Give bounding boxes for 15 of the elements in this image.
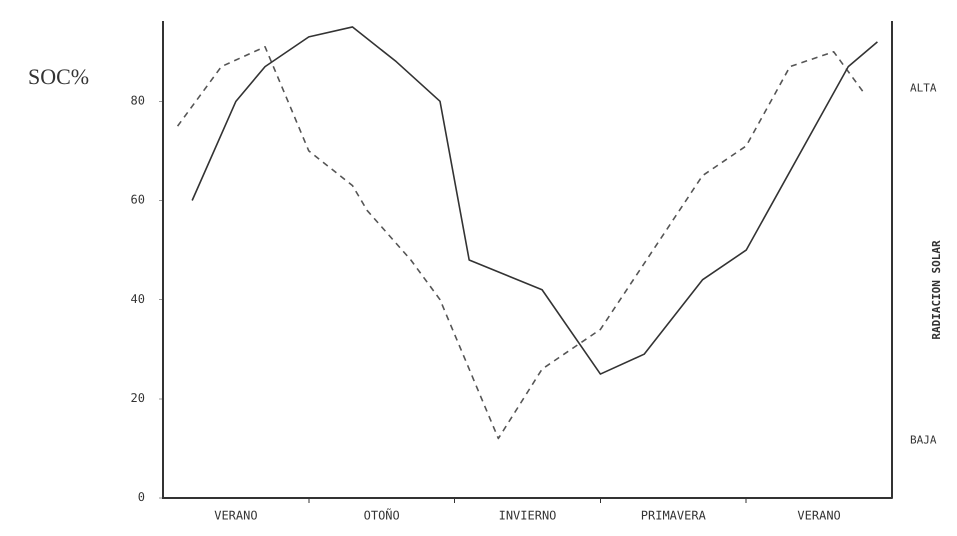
x-tick-label: VERANO <box>797 508 841 522</box>
x-tick-label: VERANO <box>214 508 258 522</box>
y-tick-label: 60 <box>130 192 145 207</box>
y-tick-label: 80 <box>130 93 145 108</box>
x-tick-label: OTOÑO <box>364 507 400 522</box>
text: ALTA <box>910 82 937 94</box>
text: BAJA <box>910 434 937 447</box>
y-tick-label: 20 <box>130 390 145 405</box>
x-tick-label: INVIERNO <box>498 508 556 522</box>
y2-axis-title: RADIACION SOLAR <box>930 240 943 340</box>
line-series <box>176 46 864 440</box>
x-tick-label: PRIMAVERA <box>640 508 707 522</box>
y-tick-label: 40 <box>130 292 145 306</box>
y-axis-title: SOC% <box>28 64 90 89</box>
y-tick-label: 0 <box>138 490 145 504</box>
